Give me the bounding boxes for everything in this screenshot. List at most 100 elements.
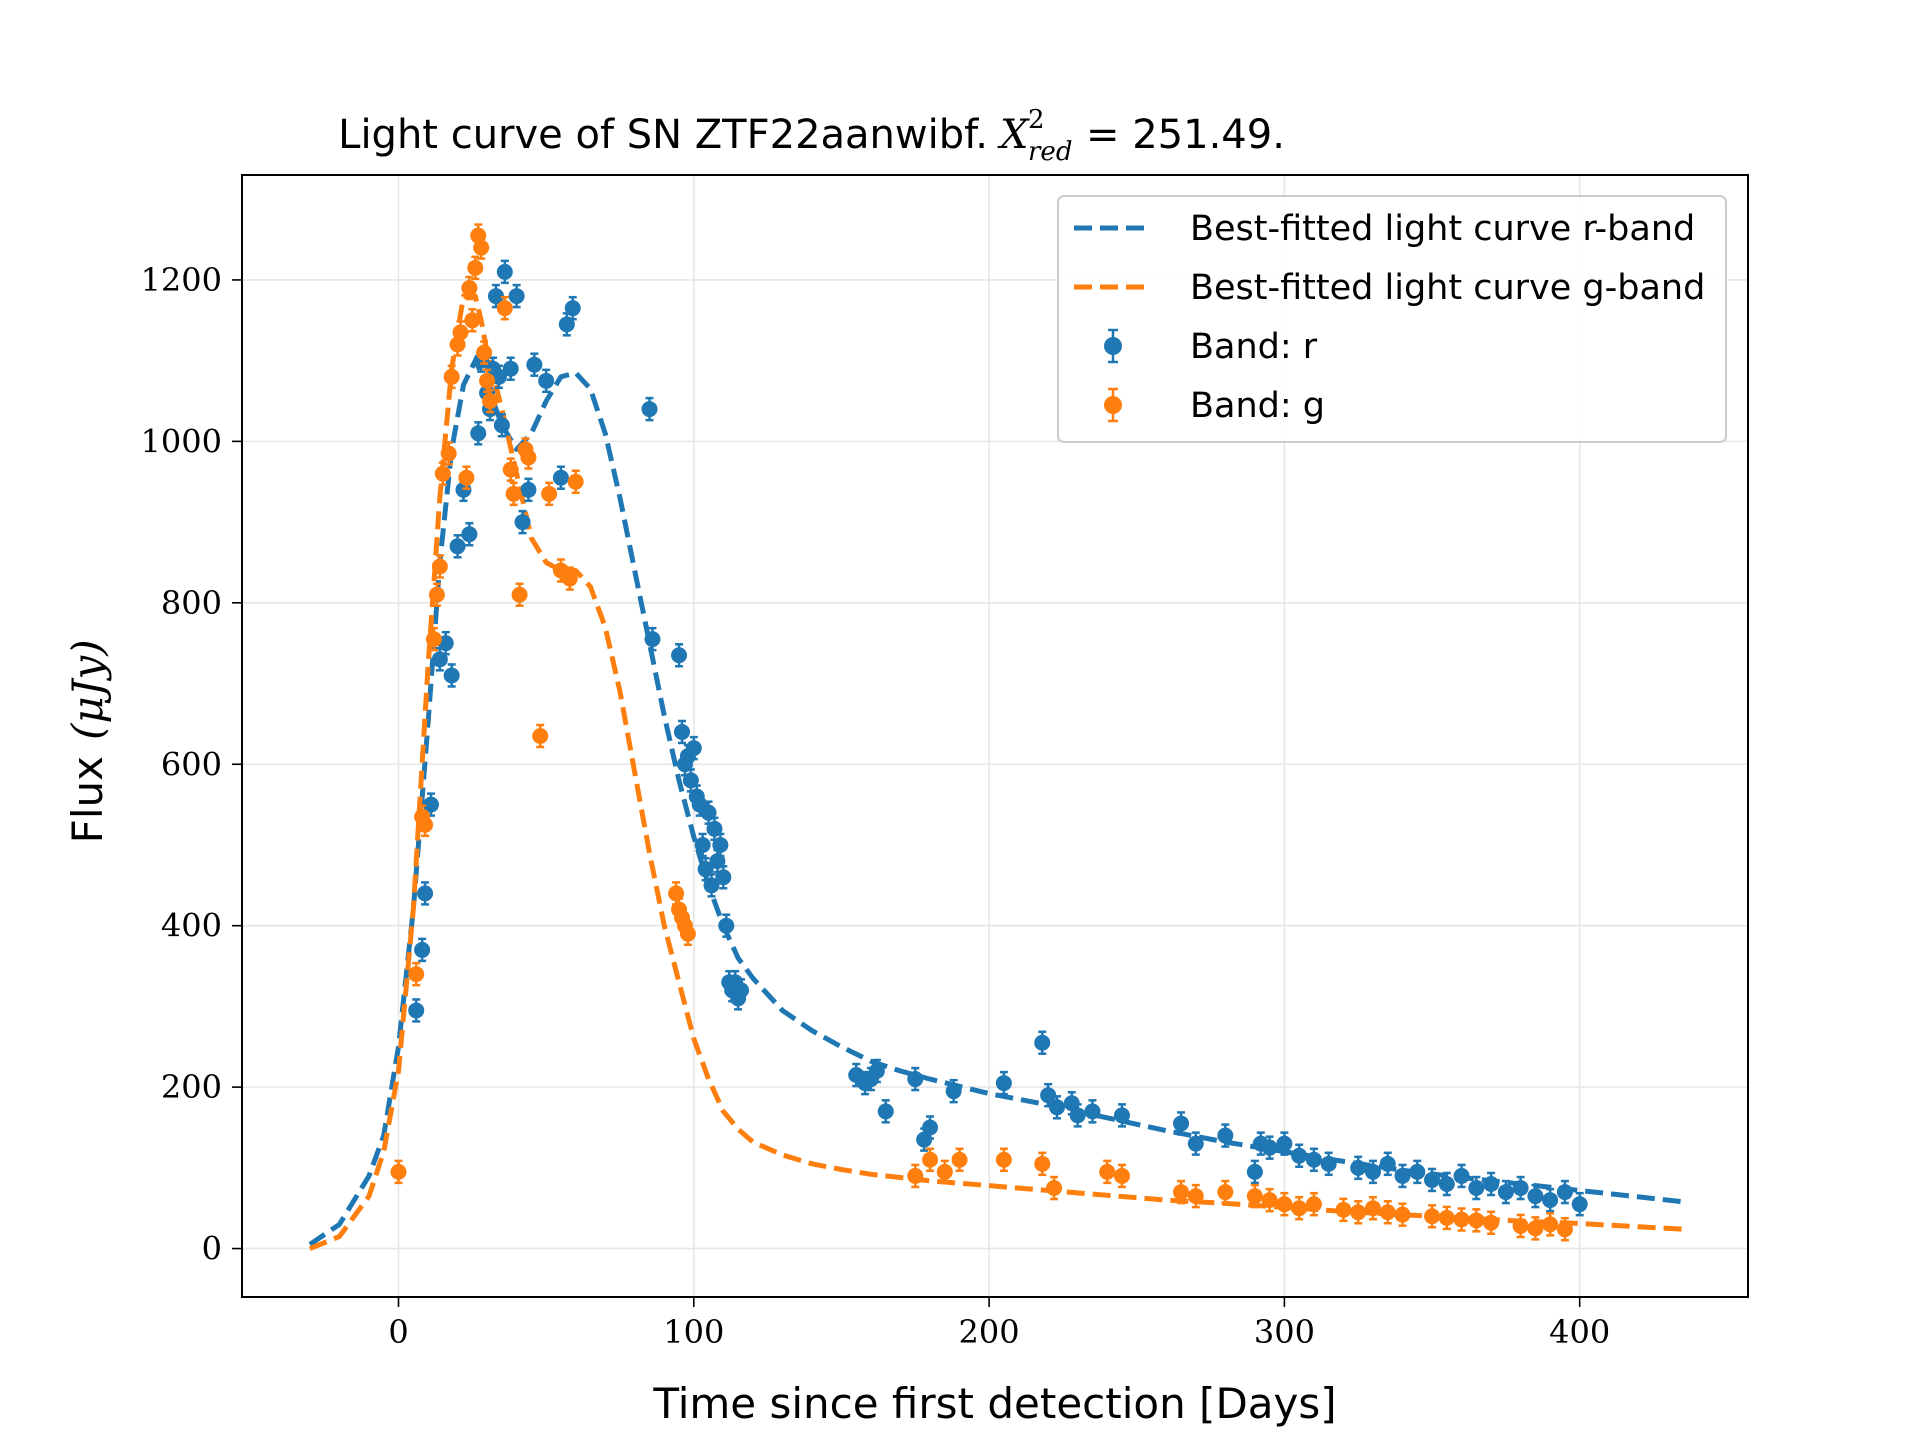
data-point	[567, 469, 584, 494]
data-point	[1305, 1191, 1322, 1217]
data-point	[1379, 1199, 1396, 1225]
data-point	[502, 356, 519, 381]
data-point	[1483, 1171, 1500, 1197]
series-g-band	[390, 223, 1573, 1242]
data-point	[443, 364, 460, 390]
data-point	[461, 275, 478, 301]
data-point	[440, 441, 457, 466]
x-axis-ticks: 0 100 200 300 400	[388, 1297, 1610, 1351]
data-point	[449, 534, 466, 559]
data-point	[907, 1066, 924, 1092]
title-text: Light curve of SN ZTF22aanwibf.	[338, 112, 988, 158]
data-point	[431, 554, 448, 579]
legend: Best-fitted light curve r-band Best-fitt…	[1057, 195, 1727, 443]
data-point	[1173, 1179, 1190, 1205]
data-point	[951, 1147, 968, 1173]
data-point	[1276, 1131, 1293, 1156]
data-point	[1034, 1151, 1051, 1177]
data-point	[1046, 1175, 1063, 1201]
data-point	[505, 481, 522, 507]
data-point	[1424, 1204, 1441, 1229]
data-point	[461, 521, 478, 547]
data-point	[511, 582, 528, 607]
data-point	[414, 937, 431, 963]
data-point	[694, 832, 711, 858]
data-point	[1217, 1123, 1234, 1148]
y-axis-ticks: 0 200 400 600 800 1000 1200	[141, 261, 242, 1268]
data-point	[1527, 1216, 1544, 1241]
data-point	[1409, 1159, 1426, 1185]
x-tick-label: 400	[1549, 1313, 1610, 1351]
y-tick-label: 1000	[141, 422, 222, 460]
data-point	[1034, 1030, 1051, 1055]
data-point	[922, 1147, 939, 1173]
legend-box	[1057, 195, 1727, 443]
x-axis-label: Time since first detection [Days]	[652, 1379, 1336, 1428]
data-point	[476, 340, 493, 365]
data-point	[434, 461, 451, 486]
data-point	[487, 283, 504, 309]
data-point	[1291, 1195, 1308, 1221]
data-point	[1394, 1202, 1411, 1227]
data-point	[493, 412, 510, 438]
data-point	[671, 643, 688, 668]
data-point	[1350, 1155, 1367, 1181]
data-point	[417, 881, 434, 906]
data-point	[538, 368, 555, 394]
legend-label-g-fit: Best-fitted light curve g-band	[1190, 268, 1705, 308]
data-point	[1364, 1159, 1381, 1185]
data-point	[1556, 1179, 1573, 1205]
data-point	[718, 913, 735, 938]
legend-label-g: Band: g	[1190, 386, 1325, 426]
data-point	[408, 961, 425, 987]
data-point	[1571, 1191, 1588, 1217]
data-point	[1483, 1210, 1500, 1235]
data-point	[1187, 1183, 1204, 1209]
data-point	[564, 295, 581, 321]
x-tick-label: 200	[959, 1313, 1020, 1351]
data-point	[1173, 1111, 1190, 1136]
data-point	[1468, 1175, 1485, 1201]
data-point	[1350, 1199, 1367, 1225]
data-point	[1320, 1151, 1337, 1177]
data-points	[390, 223, 1588, 1242]
data-point	[496, 259, 513, 285]
y-axis-units: (μJy)	[63, 639, 112, 740]
data-point	[644, 626, 661, 652]
data-point	[1261, 1187, 1278, 1213]
data-point	[1246, 1183, 1263, 1209]
data-point	[1542, 1187, 1559, 1213]
data-point	[467, 255, 484, 281]
x-tick-label: 300	[1254, 1313, 1315, 1351]
plot-frame	[241, 174, 1749, 1298]
data-point	[995, 1147, 1012, 1173]
x-tick-label: 100	[663, 1313, 724, 1351]
data-point	[641, 396, 658, 422]
x-tick-label: 0	[388, 1313, 408, 1351]
data-point	[502, 457, 519, 482]
data-point	[1049, 1095, 1066, 1120]
data-point	[1113, 1163, 1130, 1189]
data-point	[1261, 1135, 1278, 1160]
data-point	[1394, 1163, 1411, 1189]
data-point	[1542, 1212, 1559, 1237]
data-point	[443, 663, 460, 688]
legend-label-r-fit: Best-fitted light curve r-band	[1190, 209, 1695, 249]
data-point	[1084, 1099, 1101, 1124]
data-point	[452, 320, 469, 345]
data-point	[1512, 1213, 1529, 1239]
y-tick-label: 600	[161, 745, 222, 783]
data-point	[1512, 1175, 1529, 1201]
data-point	[1438, 1205, 1455, 1231]
data-point	[922, 1115, 939, 1140]
title-math: X	[997, 112, 1030, 158]
data-point	[907, 1163, 924, 1189]
data-point	[679, 921, 696, 947]
legend-label-r: Band: r	[1190, 327, 1318, 367]
data-point	[541, 481, 558, 507]
data-point	[552, 465, 569, 490]
y-axis-label-group: Flux (μJy)	[63, 639, 112, 843]
data-point	[1113, 1103, 1130, 1128]
legend-marker-r	[1104, 328, 1122, 364]
legend-marker-g	[1104, 387, 1122, 423]
